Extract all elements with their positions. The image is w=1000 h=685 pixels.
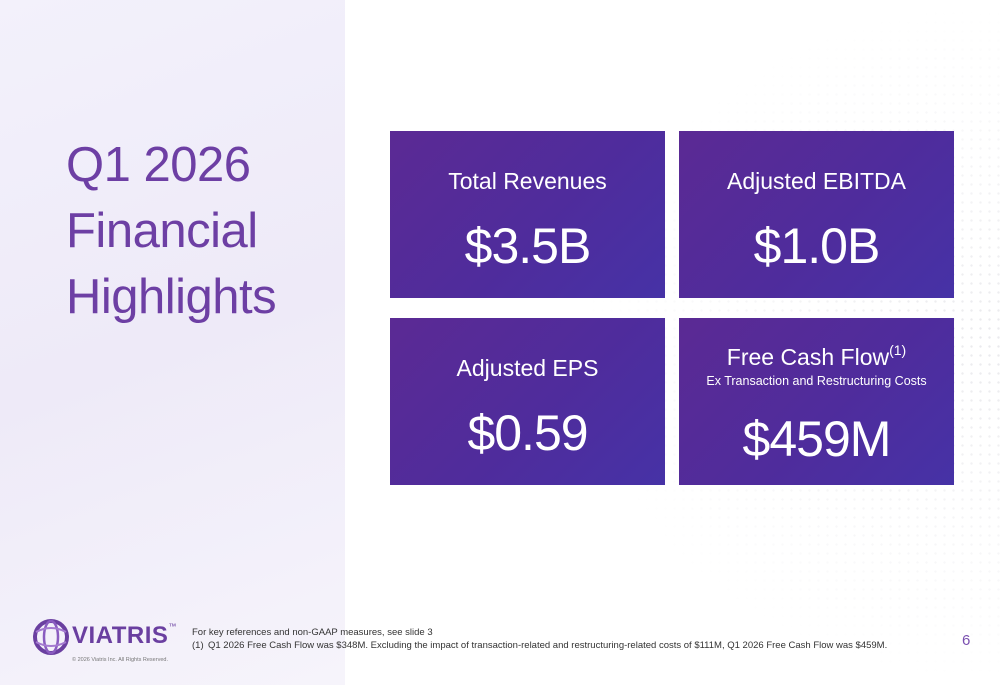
footnote-marker: (1): [192, 640, 204, 651]
card-label: Free Cash Flow: [726, 344, 890, 370]
left-panel: [0, 0, 345, 685]
trademark: ™: [168, 622, 177, 631]
card-label: Adjusted EPS: [456, 355, 599, 381]
card-sublabel: Ex Transaction and Restructuring Costs: [706, 374, 927, 388]
card-value: $0.59: [467, 405, 588, 461]
card-superscript: (1): [889, 342, 907, 358]
card-value: $459M: [742, 411, 892, 467]
title-line: Highlights: [66, 270, 277, 324]
slide-title: Q1 2026 Financial Highlights: [66, 132, 277, 330]
reference-note: For key references and non-GAAP measures…: [192, 627, 433, 638]
footnote: Q1 2026 Free Cash Flow was $348M. Exclud…: [208, 640, 888, 651]
metric-card: Adjusted EPS $0.59: [390, 318, 665, 485]
card-label: Adjusted EBITDA: [727, 168, 906, 194]
metric-card: Adjusted EBITDA $1.0B: [679, 131, 954, 298]
logo-icon: [33, 619, 69, 655]
card-label: Total Revenues: [448, 168, 607, 194]
logo-word: VIATRIS: [72, 622, 169, 649]
card-label-wrap: Free Cash Flow(1): [679, 342, 954, 371]
metric-card: Total Revenues $3.5B: [390, 131, 665, 298]
copyright: © 2026 Viatris Inc. All Rights Reserved.: [72, 657, 168, 663]
card-value: $3.5B: [464, 218, 592, 274]
page-number: 6: [962, 632, 971, 649]
title-line: Financial: [66, 204, 258, 258]
metric-card: Free Cash Flow(1) Ex Transaction and Res…: [679, 318, 954, 485]
card-value: $1.0B: [753, 218, 881, 274]
title-line: Q1 2026: [66, 138, 251, 192]
logo-text: VIATRIS™: [72, 622, 177, 650]
